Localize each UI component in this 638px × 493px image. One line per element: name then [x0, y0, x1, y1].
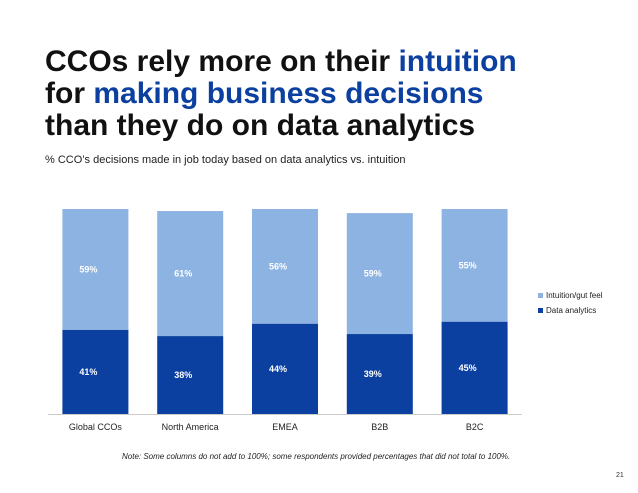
- data-label-analytics-3: 39%: [364, 369, 382, 379]
- page-number: 21: [616, 472, 624, 479]
- bar-intuition-1: [157, 211, 224, 337]
- title-highlight-decisions: making business decisions: [93, 77, 484, 110]
- data-label-analytics-2: 44%: [269, 364, 287, 374]
- data-label-intuition-3: 59%: [364, 269, 382, 279]
- x-tick-label-2: EMEA: [272, 422, 298, 432]
- x-tick-label-4: B2C: [466, 422, 484, 432]
- bar-intuition-4: [441, 209, 508, 322]
- legend-swatch-0: [538, 293, 543, 298]
- data-label-analytics-4: 45%: [459, 363, 477, 373]
- bar-intuition-0: [62, 209, 129, 330]
- title-line3-text: than they do on data analytics: [45, 109, 476, 142]
- footnote: Note: Some columns do not add to 100%; s…: [122, 452, 511, 461]
- data-label-intuition-0: 59%: [79, 264, 97, 274]
- bar-analytics-0: [62, 329, 129, 414]
- x-tick-label-3: B2B: [371, 422, 388, 432]
- title-highlight-intuition: intuition: [398, 45, 517, 78]
- bar-intuition-2: [252, 209, 318, 324]
- bar-intuition-3: [346, 213, 413, 335]
- data-label-analytics-1: 38%: [174, 370, 192, 380]
- x-tick-label-0: Global CCOs: [69, 422, 123, 432]
- title-line2-text: for: [45, 77, 94, 110]
- legend-label-1: Data analytics: [546, 306, 596, 315]
- title-line1-text: CCOs rely more on their: [45, 45, 399, 78]
- bar-analytics-2: [252, 323, 318, 414]
- data-label-intuition-1: 61%: [174, 269, 192, 279]
- legend-label-0: Intuition/gut feel: [546, 291, 603, 300]
- data-label-intuition-2: 56%: [269, 261, 287, 271]
- chart-subtitle: % CCO’s decisions made in job today base…: [45, 154, 406, 166]
- bar-analytics-1: [157, 336, 224, 414]
- legend-swatch-1: [538, 308, 543, 313]
- bar-analytics-4: [441, 321, 508, 414]
- page-title: CCOs rely more on their intuition for ma…: [45, 46, 635, 142]
- data-label-intuition-4: 55%: [459, 260, 477, 270]
- bar-analytics-3: [346, 334, 413, 414]
- x-tick-label-1: North America: [162, 422, 219, 432]
- data-label-analytics-0: 41%: [79, 367, 97, 377]
